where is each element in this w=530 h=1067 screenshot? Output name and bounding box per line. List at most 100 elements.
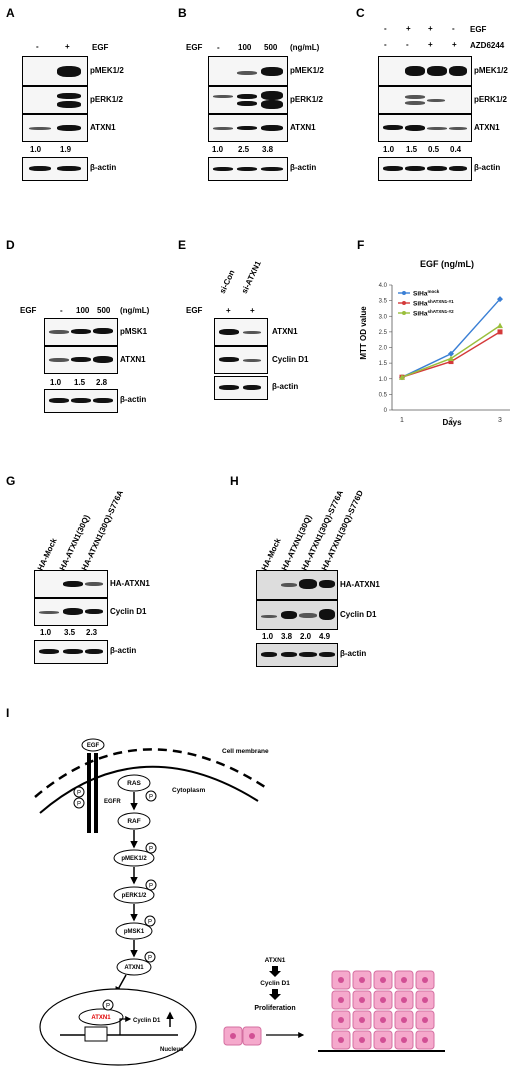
flow-label: Cyclin D1: [260, 980, 290, 987]
quant: 2.3: [86, 628, 98, 637]
quant: 1.5: [406, 145, 418, 154]
blot-actin: [208, 157, 288, 181]
blot-cyclin-d1: [34, 598, 108, 626]
panel-letter: C: [356, 6, 365, 20]
node-label: RAS: [127, 780, 141, 787]
cell-nucleus: [359, 1037, 365, 1043]
phospho-label: P: [149, 847, 153, 853]
blot-pmek: [378, 56, 472, 86]
cell-nucleus: [380, 1017, 386, 1023]
blot-label: β-actin: [272, 382, 299, 391]
blot-label: β-actin: [290, 163, 317, 172]
quant: 1.0: [40, 628, 52, 637]
blot-label: Cyclin D1: [272, 355, 309, 364]
treatment-label: EGF: [186, 306, 203, 315]
lane-label: si-Con: [217, 268, 237, 295]
conc: 500: [97, 306, 111, 315]
y-tick-label: 0.5: [379, 392, 388, 398]
target-label: Cyclin D1: [133, 1018, 161, 1024]
blot-label: pMEK1/2: [290, 66, 324, 75]
cell-nucleus: [359, 997, 365, 1003]
blot-label: HA-ATXN1: [340, 580, 380, 589]
node-pmsk1: [115, 922, 153, 940]
blot-perk: [208, 86, 288, 114]
y-tick-label: 1.0: [379, 377, 388, 383]
node-perk: [113, 886, 155, 904]
membrane-label: Cell membrane: [222, 748, 269, 755]
nucleus-label: Nucleus: [160, 1047, 184, 1053]
cell-nucleus: [380, 997, 386, 1003]
sign: +: [65, 42, 70, 51]
blot-label: pMEK1/2: [90, 66, 124, 75]
blot-label: pERK1/2: [90, 95, 123, 104]
nuclear-atxn1: [78, 1008, 124, 1026]
blot-actin: [256, 643, 338, 667]
phospho-circle: [144, 915, 156, 927]
y-tick-label: 0: [384, 408, 388, 414]
quant: 2.8: [96, 378, 108, 387]
egfr-bar-left: [87, 753, 91, 833]
blot-actin: [378, 157, 472, 181]
blot-atxn1: [44, 346, 118, 374]
x-tick-label: 2: [449, 417, 453, 424]
blot-label: Cyclin D1: [110, 607, 147, 616]
quant: 1.5: [74, 378, 86, 387]
panel-letter: D: [6, 238, 15, 252]
data-point: [448, 355, 454, 361]
blot-actin: [44, 389, 118, 413]
node-label: pMEK1/2: [121, 856, 147, 862]
y-tick-label: 3.0: [379, 314, 388, 320]
legend-label: SiHashATXN1-#2: [413, 309, 454, 318]
egf-ellipse: [81, 738, 105, 752]
node-raf: [117, 812, 151, 830]
large-cell-cluster: [331, 970, 435, 1050]
pathway-diagram: Cell membrane Cytoplasm EGF EGFR P P RAS…: [34, 738, 445, 1066]
phospho-circle: [102, 999, 114, 1011]
quant: 1.0: [212, 145, 224, 154]
blot-label: HA-ATXN1: [110, 579, 150, 588]
quant: 1.0: [383, 145, 395, 154]
sign: +: [428, 24, 433, 33]
node-label: ATXN1: [124, 965, 144, 971]
blot-atxn1: [214, 318, 268, 346]
x-tick-label: 1: [400, 417, 404, 424]
flow-arrow: [269, 966, 281, 977]
sign: -: [36, 42, 39, 51]
panel-letter: H: [230, 474, 239, 488]
phospho-circle: [145, 842, 157, 854]
sign: -: [406, 40, 409, 49]
legend-marker: [402, 301, 406, 305]
sign: +: [452, 40, 457, 49]
conc: 100: [238, 43, 252, 52]
treatment-label: AZD6244: [470, 41, 505, 50]
sign: +: [428, 40, 433, 49]
promoter-box: [84, 1026, 108, 1042]
cell-nucleus: [249, 1033, 255, 1039]
legend-superscript: shATXN1-#1: [427, 299, 454, 304]
phospho-label: P: [148, 920, 152, 926]
legend-label: SiHamock: [413, 289, 440, 298]
cell-nucleus: [422, 977, 428, 983]
phospho-label: P: [149, 795, 153, 801]
phospho-label: P: [148, 956, 152, 962]
phospho-circle: [73, 786, 85, 798]
phospho-label: P: [77, 791, 81, 797]
egfr-bar-right: [94, 753, 98, 833]
data-point: [497, 322, 503, 329]
quant: 2.0: [300, 632, 312, 641]
quant: 3.5: [64, 628, 76, 637]
treatment-label: EGF: [92, 43, 109, 52]
data-point: [399, 374, 405, 380]
cell-nucleus: [359, 977, 365, 983]
legend-marker: [402, 291, 406, 295]
panel-letter: A: [6, 6, 15, 20]
panel-letter: E: [178, 238, 187, 252]
egfr-label: EGFR: [104, 799, 121, 805]
unit: (ng/mL): [290, 43, 320, 52]
conc: 100: [76, 306, 90, 315]
blot-pmek: [208, 56, 288, 86]
node-label: pMSK1: [124, 929, 145, 935]
lane-label: HA-ATXN1(30Q)-S776A: [79, 488, 125, 572]
blot-label: ATXN1: [272, 327, 298, 336]
blot-cyclin-d1: [256, 600, 338, 630]
